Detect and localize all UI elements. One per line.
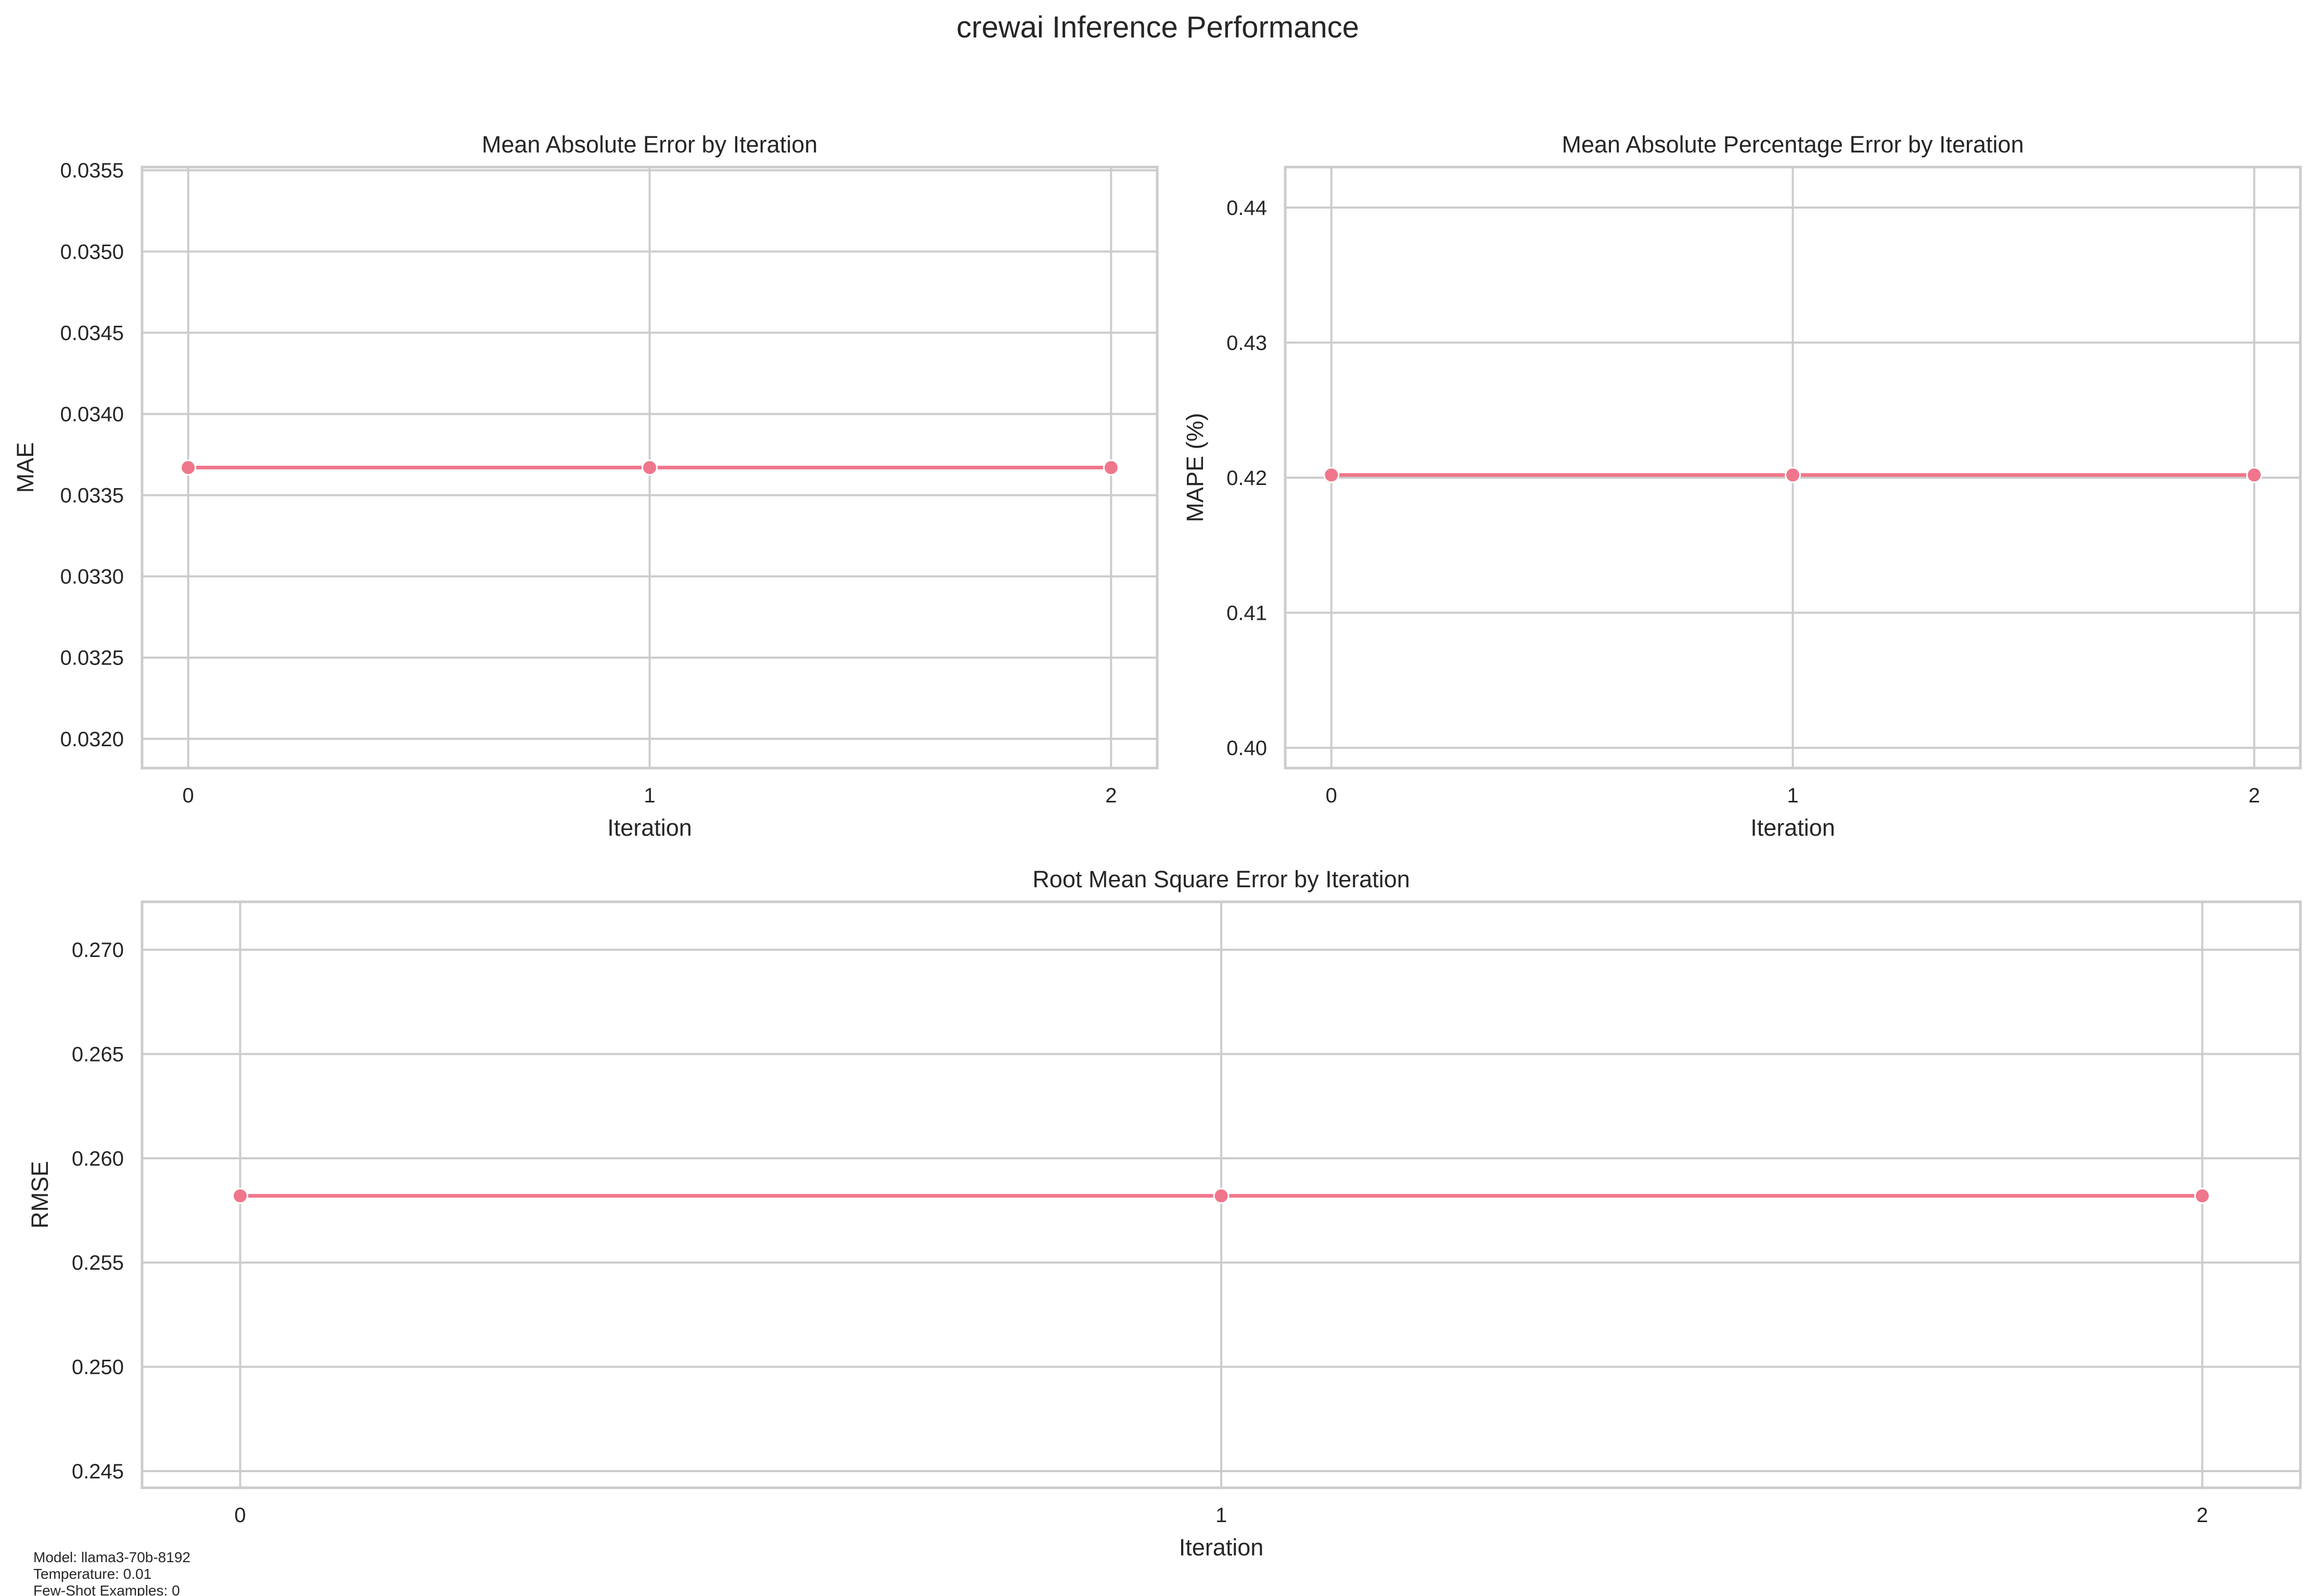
- mape-chart-ytick-label-1: 0.41: [1226, 602, 1267, 625]
- mae-chart-ytick-label-1: 0.0325: [60, 647, 124, 670]
- mae-chart: 0.0320 0.0325 0.0330 0.0335 0.0340 0.0345 0.03…: [12, 131, 1159, 841]
- mape-chart-ytick-label-4: 0.44: [1226, 197, 1267, 220]
- mape-chart-ytick-label-2: 0.42: [1226, 467, 1267, 490]
- mae-chart-ytick-label-7: 0.0355: [60, 159, 124, 182]
- mape-chart-title: Mean Absolute Percentage Error by Iterat…: [1562, 131, 2024, 158]
- mae-chart-xtick-label-0: 0: [183, 784, 194, 807]
- rmse-chart-point-0: [232, 1188, 249, 1204]
- mae-chart-point-0: [180, 459, 197, 476]
- footnote: Model: llama3-70b-8192 Temperature: 0.01…: [33, 1549, 190, 1596]
- mae-chart-frame: [140, 165, 1159, 770]
- mape-chart-xtick-label-2: 2: [2248, 784, 2260, 807]
- rmse-chart-ytick-label-4: 0.265: [72, 1043, 124, 1066]
- rmse-chart-point-2: [2194, 1188, 2210, 1204]
- mape-chart-frame: [1284, 165, 2302, 770]
- mae-chart-title: Mean Absolute Error by Iteration: [482, 131, 817, 158]
- mae-chart-point-2: [1103, 459, 1119, 476]
- mape-chart-ytick-label-3: 0.43: [1226, 331, 1267, 354]
- figure-title: crewai Inference Performance: [956, 10, 1359, 44]
- rmse-chart-ytick-label-2: 0.255: [72, 1252, 124, 1274]
- rmse-chart-point-1: [1213, 1188, 1230, 1204]
- rmse-chart-xlabel: Iteration: [1179, 1534, 1264, 1561]
- mape-chart-point-0: [1323, 467, 1340, 483]
- mae-chart-point-1: [642, 459, 658, 476]
- mape-chart: 0.40 0.41 0.42 0.43 0.44 0 1 2 Mean Absolute Per…: [1182, 131, 2302, 841]
- rmse-chart-ytick-label-0: 0.245: [72, 1460, 124, 1483]
- rmse-chart-xtick-label-0: 0: [234, 1504, 246, 1527]
- rmse-chart-ytick-label-5: 0.270: [72, 939, 124, 962]
- mape-chart-point-2: [2246, 467, 2262, 483]
- mae-chart-ylabel: MAE: [12, 442, 39, 493]
- mae-chart-xtick-label-1: 1: [644, 784, 655, 807]
- rmse-chart-xtick-label-2: 2: [2196, 1504, 2208, 1527]
- mae-chart-ytick-label-3: 0.0335: [60, 484, 124, 507]
- mae-chart-ytick-label-5: 0.0345: [60, 322, 124, 344]
- mape-chart-xtick-label-1: 1: [1787, 784, 1798, 807]
- mape-chart-xtick-label-0: 0: [1326, 784, 1337, 807]
- mape-chart-xlabel: Iteration: [1750, 814, 1835, 841]
- mae-chart-xtick-label-2: 2: [1105, 784, 1117, 807]
- rmse-chart-xtick-label-1: 1: [1215, 1504, 1227, 1527]
- mae-chart-ytick-label-0: 0.0320: [60, 728, 124, 751]
- rmse-chart-ytick-label-1: 0.250: [72, 1356, 124, 1379]
- mape-chart-ylabel: MAPE (%): [1182, 413, 1208, 522]
- mae-chart-ytick-label-4: 0.0340: [60, 403, 124, 426]
- rmse-chart-title: Root Mean Square Error by Iteration: [1032, 866, 1410, 892]
- mae-chart-xlabel: Iteration: [607, 814, 692, 841]
- footnote-few-shot: Few-Shot Examples: 0: [33, 1582, 180, 1596]
- footnote-model: Model: llama3-70b-8192: [33, 1549, 190, 1565]
- mape-chart-point-1: [1785, 467, 1801, 483]
- mae-chart-ytick-label-6: 0.0350: [60, 240, 124, 263]
- mae-chart-ytick-label-2: 0.0330: [60, 566, 124, 589]
- rmse-chart-ylabel: RMSE: [27, 1161, 53, 1229]
- footnote-temperature: Temperature: 0.01: [33, 1566, 151, 1582]
- rmse-chart: 0.245 0.250 0.255 0.260 0.265 0.270 0 1 2 Root Me…: [27, 866, 2302, 1561]
- rmse-chart-ytick-label-3: 0.260: [72, 1147, 124, 1170]
- mape-chart-ytick-label-0: 0.40: [1226, 737, 1267, 760]
- rmse-chart-frame: [140, 900, 2302, 1489]
- subplots: 0.0320 0.0325 0.0330 0.0335 0.0340 0.0345 0.03…: [12, 131, 2302, 1561]
